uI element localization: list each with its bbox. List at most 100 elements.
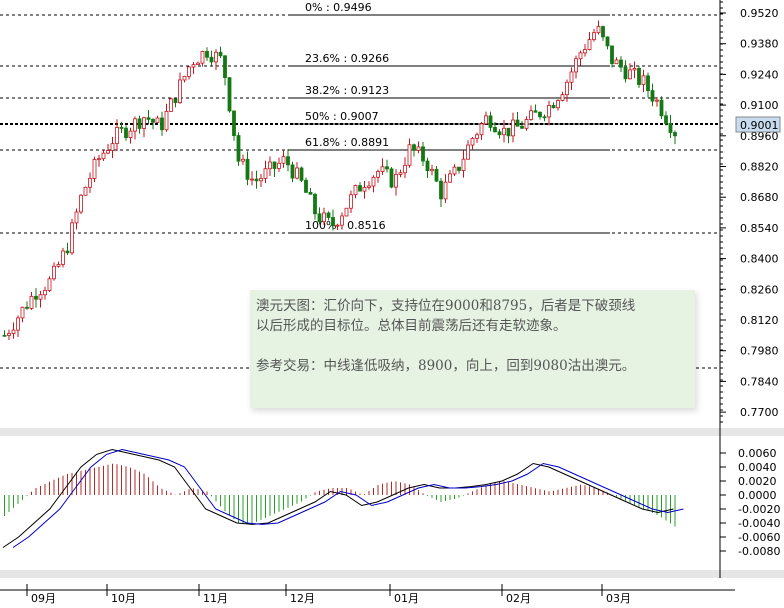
macd-tick-label: -0.0020 — [738, 503, 780, 516]
candle-up — [142, 117, 146, 129]
candle-down — [245, 158, 250, 180]
candle-down — [389, 168, 394, 188]
candle-down — [286, 156, 290, 166]
candle-up — [52, 265, 56, 280]
candle-up — [164, 111, 169, 131]
candle-down — [254, 178, 259, 182]
price-tick-label: 0.9100 — [740, 99, 779, 112]
candle-down — [65, 250, 70, 254]
candle-up — [74, 211, 79, 224]
candle-up — [43, 289, 47, 296]
candle-up — [511, 119, 515, 137]
price-tick-label: 0.8960 — [740, 130, 779, 143]
candle-down — [412, 144, 416, 151]
macd-tick-label: 0.0020 — [738, 475, 777, 488]
macd-tick-label: 0.0040 — [738, 461, 777, 474]
candle-down — [173, 98, 178, 103]
candle-up — [277, 162, 281, 169]
candle-down — [313, 193, 317, 215]
time-tick-label: 11月 — [203, 592, 228, 605]
macd-tick-label: -0.0040 — [738, 517, 780, 530]
candle-up — [38, 294, 43, 300]
time-tick-label: 01月 — [394, 592, 419, 605]
candle-up — [569, 71, 574, 83]
candle-up — [448, 173, 452, 183]
candle-up — [110, 143, 115, 151]
candle-up — [322, 212, 326, 223]
candle-down — [25, 306, 29, 309]
candle-up — [547, 105, 551, 118]
candle-up — [367, 185, 371, 188]
candle-up — [335, 224, 340, 227]
candle-down — [137, 118, 142, 129]
candle-down — [308, 192, 313, 195]
price-tick-label: 0.8540 — [740, 222, 779, 235]
candle-up — [443, 181, 448, 200]
candle-down — [205, 51, 209, 58]
candle-down — [623, 66, 628, 80]
candle-up — [83, 186, 88, 196]
candle-up — [398, 172, 403, 175]
candle-down — [659, 99, 664, 117]
candle-down — [151, 119, 155, 123]
candle-up — [61, 250, 65, 265]
candle-up — [101, 152, 106, 160]
candle-up — [362, 187, 367, 192]
candle-up — [200, 51, 205, 64]
price-tick-label: 0.8260 — [740, 283, 779, 296]
candle-down — [331, 217, 335, 227]
fib-level-label: 38.2% : 0.9123 — [305, 84, 389, 97]
candle-up — [574, 58, 578, 73]
price-tick-label: 0.7700 — [740, 406, 779, 419]
candle-up — [92, 159, 97, 179]
candle-down — [317, 213, 322, 223]
candle-down — [646, 75, 650, 91]
price-tick-label: 0.8820 — [740, 161, 779, 174]
candle-up — [169, 98, 173, 112]
note-line-3: 参考交易：中线逢低吸纳，8900，向上，回到9080沽出澳元。 — [256, 358, 636, 374]
candle-up — [20, 306, 25, 319]
candle-up — [403, 164, 407, 174]
candle-down — [542, 116, 547, 119]
candle-down — [358, 185, 362, 192]
candle-down — [619, 59, 623, 68]
candle-up — [380, 166, 385, 172]
candle-up — [70, 222, 74, 254]
candle-up — [340, 215, 344, 226]
candle-down — [520, 125, 524, 129]
candle-down — [605, 36, 610, 47]
candle-down — [146, 117, 151, 120]
candle-up — [484, 115, 488, 125]
fib-level-label: 0% : 0.9496 — [305, 1, 372, 14]
candle-down — [457, 166, 461, 171]
candle-up — [470, 137, 475, 146]
candle-up — [191, 64, 196, 68]
fib-level-label: 23.6% : 0.9266 — [305, 52, 389, 65]
candle-up — [592, 32, 596, 41]
candle-up — [115, 127, 119, 145]
panel-separator — [0, 428, 784, 436]
candle-down — [673, 132, 677, 137]
candle-down — [668, 123, 673, 133]
fib-level-label: 100% : 0.8516 — [305, 219, 386, 232]
candle-up — [655, 99, 659, 102]
macd-tick-label: 0.0060 — [738, 447, 777, 460]
candle-up — [11, 329, 16, 334]
current-price-box — [735, 116, 781, 133]
candle-up — [529, 110, 533, 120]
macd-tick-label: -0.0080 — [738, 545, 780, 558]
candle-down — [488, 115, 493, 128]
candle-down — [227, 77, 232, 112]
candle-down — [434, 168, 439, 182]
candle-up — [29, 295, 34, 309]
price-tick-label: 0.7980 — [740, 345, 779, 358]
time-tick-label: 10月 — [111, 592, 136, 605]
candle-up — [641, 75, 646, 85]
candle-up — [263, 168, 268, 179]
candle-up — [259, 177, 263, 182]
price-tick-label: 0.8400 — [740, 253, 779, 266]
candle-down — [515, 119, 520, 127]
analysis-note: 澳元天图：汇价向下，支持位在9000和8795，后者是下破颈线 以后形成的目标位… — [250, 290, 695, 408]
candle-down — [551, 105, 556, 109]
time-tick-label: 02月 — [506, 592, 531, 605]
